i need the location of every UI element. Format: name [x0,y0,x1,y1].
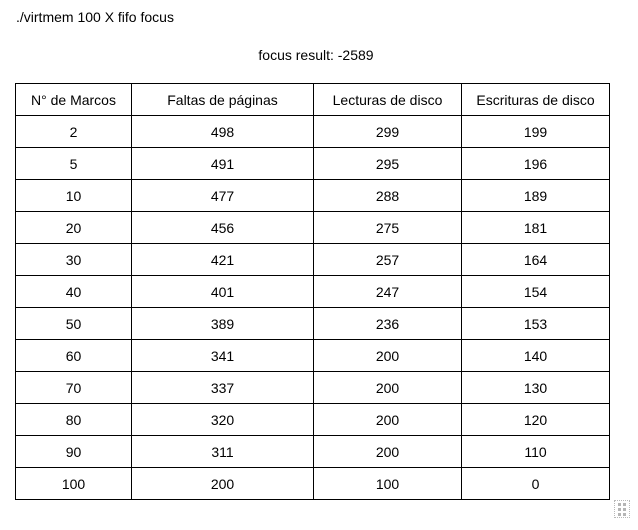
grip-dot [623,507,626,511]
cell-escrituras: 164 [461,243,610,276]
table-row: 2 498 299 199 [15,115,610,148]
table-row: 50 389 236 153 [15,307,610,340]
table-row: 5 491 295 196 [15,147,610,180]
table-row: 70 337 200 130 [15,371,610,404]
table-row: 80 320 200 120 [15,403,610,436]
grip-dot [618,512,621,516]
header-escrituras: Escrituras de disco [461,83,610,116]
cell-faltas: 401 [131,275,314,308]
cell-marcos: 80 [15,403,132,436]
cell-marcos: 70 [15,371,132,404]
cell-faltas: 311 [131,435,314,468]
table-row: 30 421 257 164 [15,243,610,276]
cell-escrituras: 189 [461,179,610,212]
header-lecturas: Lecturas de disco [313,83,462,116]
cell-lecturas: 247 [313,275,462,308]
cell-marcos: 50 [15,307,132,340]
cell-faltas: 491 [131,147,314,180]
grip-dot [618,507,621,511]
cell-escrituras: 120 [461,403,610,436]
cell-marcos: 30 [15,243,132,276]
cell-lecturas: 236 [313,307,462,340]
grip-dot [618,502,621,506]
cell-faltas: 320 [131,403,314,436]
cell-faltas: 421 [131,243,314,276]
cell-faltas: 200 [131,467,314,500]
cell-lecturas: 257 [313,243,462,276]
cell-lecturas: 200 [313,403,462,436]
cell-marcos: 100 [15,467,132,500]
cell-marcos: 5 [15,147,132,180]
cell-lecturas: 275 [313,211,462,244]
table-row: 10 477 288 189 [15,179,610,212]
header-marcos: N° de Marcos [15,83,132,116]
cell-marcos: 20 [15,211,132,244]
table-row: 20 456 275 181 [15,211,610,244]
cell-marcos: 10 [15,179,132,212]
cell-faltas: 498 [131,115,314,148]
table-row: 60 341 200 140 [15,339,610,372]
grip-dots-icon[interactable] [614,500,630,518]
grip-dot [623,502,626,506]
cell-lecturas: 288 [313,179,462,212]
table-row: 90 311 200 110 [15,435,610,468]
cell-marcos: 60 [15,339,132,372]
cell-marcos: 40 [15,275,132,308]
grip-dot [623,512,626,516]
command-line: ./virtmem 100 X fifo focus [16,9,174,25]
cell-escrituras: 154 [461,275,610,308]
results-table: N° de Marcos Faltas de páginas Lecturas … [15,83,610,500]
cell-faltas: 341 [131,339,314,372]
cell-lecturas: 200 [313,371,462,404]
header-faltas: Faltas de páginas [131,83,314,116]
cell-lecturas: 200 [313,339,462,372]
focus-result-text: focus result: -2589 [258,47,374,63]
table-row: 40 401 247 154 [15,275,610,308]
cell-faltas: 337 [131,371,314,404]
cell-lecturas: 200 [313,435,462,468]
cell-faltas: 456 [131,211,314,244]
cell-escrituras: 181 [461,211,610,244]
cell-faltas: 389 [131,307,314,340]
cell-lecturas: 100 [313,467,462,500]
cell-faltas: 477 [131,179,314,212]
cell-lecturas: 299 [313,115,462,148]
cell-escrituras: 140 [461,339,610,372]
cell-escrituras: 110 [461,435,610,468]
cell-escrituras: 153 [461,307,610,340]
cell-marcos: 90 [15,435,132,468]
cell-escrituras: 130 [461,371,610,404]
cell-lecturas: 295 [313,147,462,180]
cell-escrituras: 0 [461,467,610,500]
table-row: 100 200 100 0 [15,467,610,500]
cell-marcos: 2 [15,115,132,148]
table-header-row: N° de Marcos Faltas de páginas Lecturas … [15,83,610,116]
cell-escrituras: 199 [461,115,610,148]
cell-escrituras: 196 [461,147,610,180]
